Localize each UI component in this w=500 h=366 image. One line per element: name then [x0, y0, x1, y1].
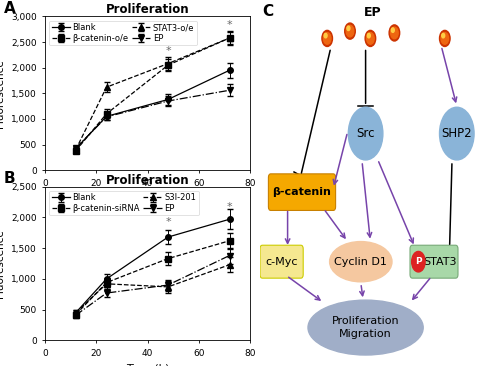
Circle shape — [324, 33, 327, 38]
Circle shape — [412, 251, 425, 272]
Circle shape — [441, 33, 448, 44]
Circle shape — [365, 30, 376, 46]
FancyBboxPatch shape — [260, 245, 303, 278]
Circle shape — [324, 33, 331, 44]
Circle shape — [344, 23, 356, 39]
Text: c-Myc: c-Myc — [266, 257, 298, 267]
Legend: Blank, β-catenin-siRNA, S3I-201, EP: Blank, β-catenin-siRNA, S3I-201, EP — [49, 191, 199, 216]
Circle shape — [390, 27, 398, 39]
Text: P: P — [415, 257, 422, 266]
Text: β-catenin: β-catenin — [272, 187, 332, 197]
Text: *: * — [226, 20, 232, 30]
Text: Src: Src — [356, 127, 375, 140]
Text: *: * — [165, 46, 171, 56]
FancyBboxPatch shape — [410, 245, 458, 278]
Text: A: A — [4, 1, 16, 16]
Text: B: B — [4, 171, 16, 186]
Text: Proliferation
Migration: Proliferation Migration — [332, 316, 400, 339]
Circle shape — [348, 107, 383, 160]
Ellipse shape — [330, 242, 392, 282]
Circle shape — [389, 25, 400, 41]
Text: *: * — [165, 217, 171, 227]
Text: *: * — [226, 202, 232, 213]
Text: C: C — [262, 4, 274, 19]
Text: EP: EP — [364, 6, 382, 19]
Text: SHP2: SHP2 — [442, 127, 472, 140]
Y-axis label: Fluorescence: Fluorescence — [0, 59, 6, 128]
Title: Proliferation: Proliferation — [106, 173, 190, 187]
Circle shape — [442, 33, 444, 38]
Circle shape — [322, 30, 332, 46]
Circle shape — [392, 28, 394, 32]
FancyBboxPatch shape — [268, 174, 336, 210]
Circle shape — [347, 26, 350, 30]
Title: Proliferation: Proliferation — [106, 3, 190, 16]
Y-axis label: Fluorescence: Fluorescence — [0, 229, 6, 298]
Circle shape — [440, 107, 474, 160]
X-axis label: Time (h): Time (h) — [126, 363, 169, 366]
Legend: Blank, β-catenin-o/e, STAT3-o/e, EP: Blank, β-catenin-o/e, STAT3-o/e, EP — [49, 20, 197, 45]
Circle shape — [368, 33, 370, 38]
X-axis label: Time (h): Time (h) — [126, 193, 169, 203]
Text: Cyclin D1: Cyclin D1 — [334, 257, 387, 267]
Ellipse shape — [308, 300, 423, 355]
Text: STAT3: STAT3 — [423, 257, 457, 267]
Circle shape — [346, 25, 354, 37]
Circle shape — [440, 30, 450, 46]
Circle shape — [366, 33, 374, 44]
